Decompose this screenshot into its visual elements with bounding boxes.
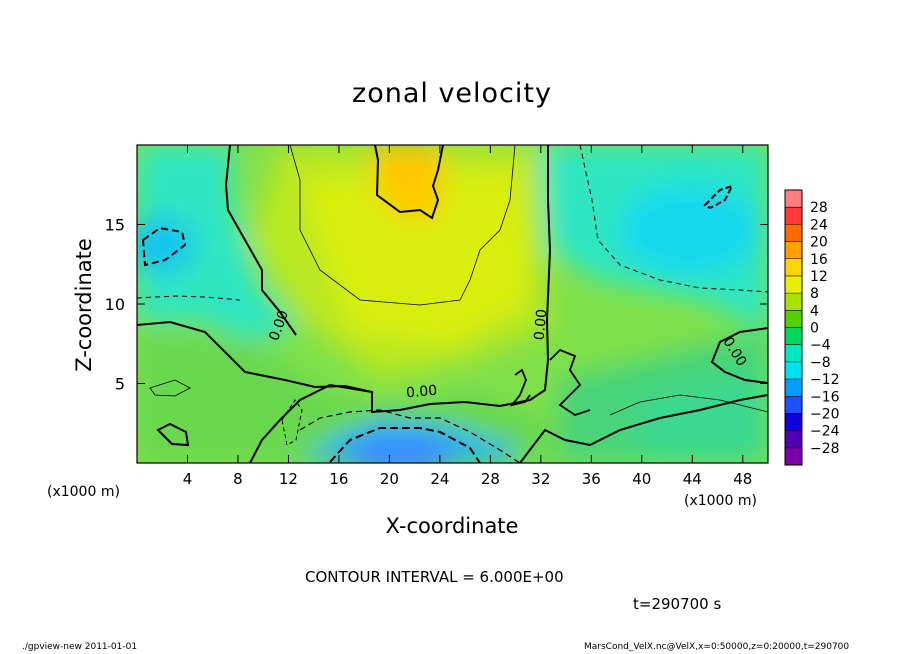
x-unit-label-left: (x1000 m) (47, 484, 120, 500)
colorbar-swatch (785, 224, 802, 242)
contour-label: 0.00 (405, 383, 437, 402)
colorbar-label: 12 (810, 269, 828, 285)
y-tick-label: 10 (105, 295, 125, 314)
colorbar-label: −28 (810, 441, 840, 457)
colorbar-swatch (785, 344, 802, 362)
x-tick-label: 12 (279, 470, 298, 488)
y-tick-label: 5 (115, 375, 125, 394)
colorbar-label: −20 (810, 406, 840, 422)
x-tick-label: 44 (683, 470, 702, 488)
colorbar-swatch (785, 447, 802, 465)
footer-right: MarsCond_VelX.nc@VelX,x=0:50000,z=0:2000… (584, 642, 850, 652)
colorbar-label: 28 (810, 200, 828, 216)
colorbar-swatch (785, 361, 802, 380)
x-tick-label: 48 (733, 470, 752, 488)
x-tick-label: 36 (582, 470, 601, 488)
colorbar-swatch (785, 396, 802, 414)
colorbar-swatch (785, 310, 802, 328)
heatmap-field (137, 145, 768, 463)
colorbar-swatch (785, 241, 802, 259)
colorbar-swatch (785, 207, 802, 225)
colorbar-swatch (785, 413, 802, 431)
colorbar-label: −24 (810, 424, 840, 440)
colorbar-label: 20 (810, 235, 828, 251)
contour-interval-label: CONTOUR INTERVAL = 6.000E+00 (305, 568, 564, 586)
x-tick-label: 24 (430, 470, 449, 488)
colorbar-label: 0 (810, 321, 819, 337)
x-unit-label-right: (x1000 m) (684, 493, 757, 509)
colorbar-label: 16 (810, 252, 828, 268)
x-tick-label: 16 (329, 470, 348, 488)
x-tick-label: 40 (632, 470, 651, 488)
colorbar-swatch (785, 190, 802, 208)
colorbar-swatch (785, 430, 802, 448)
x-tick-label: 28 (481, 470, 500, 488)
colorbar-swatch (785, 293, 802, 311)
x-tick-label: 20 (380, 470, 399, 488)
x-tick-label: 4 (183, 470, 193, 488)
time-label: t=290700 s (633, 595, 722, 613)
footer-left: ./gpview-new 2011-01-01 (22, 642, 138, 652)
colorbar-label: −12 (810, 372, 840, 388)
x-axis-label: X-coordinate (385, 514, 519, 538)
colorbar-label: 24 (810, 217, 828, 233)
colorbar-swatch (785, 258, 802, 276)
chart-title: zonal velocity (352, 78, 552, 109)
colorbar-swatch (785, 379, 802, 397)
x-tick-label: 8 (233, 470, 243, 488)
colorbar-label: −8 (810, 355, 831, 371)
colorbar-label: 8 (810, 286, 819, 302)
contour-label: 0.00 (532, 308, 551, 340)
colorbar-label: −4 (810, 338, 831, 354)
colorbar-label: −16 (810, 389, 840, 405)
colorbar-swatch (785, 327, 802, 345)
colorbar-label: 4 (810, 303, 819, 319)
x-tick-label: 32 (531, 470, 550, 488)
y-tick-label: 15 (105, 216, 125, 235)
colorbar-swatch (785, 275, 802, 294)
